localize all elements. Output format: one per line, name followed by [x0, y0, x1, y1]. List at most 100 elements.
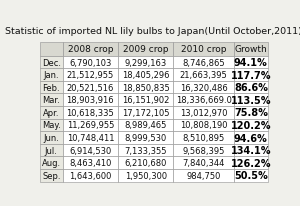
Text: 50.5%: 50.5%: [234, 171, 268, 180]
Bar: [63, 94, 118, 107]
Text: 1,643,600: 1,643,600: [69, 171, 112, 180]
Bar: [63, 157, 118, 169]
Bar: [118, 82, 173, 94]
Bar: [173, 144, 234, 157]
Bar: [173, 119, 234, 132]
Bar: [173, 132, 234, 144]
Text: 2008 crop: 2008 crop: [68, 45, 113, 54]
Text: Mar.: Mar.: [42, 96, 60, 105]
Text: 20,521,516: 20,521,516: [67, 83, 114, 92]
Text: Statistic of imported NL lily bulbs to Japan(Until October,2011): Statistic of imported NL lily bulbs to J…: [5, 27, 300, 36]
Bar: [118, 169, 173, 182]
Bar: [40, 169, 63, 182]
Text: Aug.: Aug.: [42, 158, 61, 167]
Text: 6,914,530: 6,914,530: [69, 146, 112, 155]
Bar: [234, 157, 268, 169]
Bar: [234, 56, 268, 69]
Bar: [118, 107, 173, 119]
Bar: [118, 157, 173, 169]
Bar: [234, 132, 268, 144]
Text: 8,746,865: 8,746,865: [182, 58, 225, 67]
Bar: [118, 132, 173, 144]
Text: 11,269,955: 11,269,955: [67, 121, 114, 130]
Text: 7,840,344: 7,840,344: [182, 158, 225, 167]
Bar: [173, 107, 234, 119]
Text: 94.1%: 94.1%: [234, 58, 268, 68]
Text: 18,850,835: 18,850,835: [122, 83, 170, 92]
Bar: [40, 82, 63, 94]
Text: 10,748,411: 10,748,411: [67, 133, 114, 142]
Text: 8,989,465: 8,989,465: [124, 121, 167, 130]
Bar: [63, 132, 118, 144]
Text: Growth: Growth: [234, 45, 267, 54]
Bar: [173, 56, 234, 69]
Bar: [63, 43, 118, 56]
Bar: [40, 144, 63, 157]
Text: 86.6%: 86.6%: [234, 83, 268, 93]
Text: 126.2%: 126.2%: [231, 158, 271, 168]
Bar: [40, 132, 63, 144]
Bar: [118, 69, 173, 82]
Text: 94.6%: 94.6%: [234, 133, 268, 143]
Text: 16,151,902: 16,151,902: [122, 96, 169, 105]
Text: 2009 crop: 2009 crop: [123, 45, 168, 54]
Bar: [40, 69, 63, 82]
Bar: [63, 82, 118, 94]
Text: Jul.: Jul.: [45, 146, 58, 155]
Text: 21,512,955: 21,512,955: [67, 71, 114, 80]
Bar: [173, 43, 234, 56]
Text: 18,336,669.0: 18,336,669.0: [176, 96, 232, 105]
Bar: [40, 107, 63, 119]
Text: 984,750: 984,750: [186, 171, 221, 180]
Text: 2010 crop: 2010 crop: [181, 45, 226, 54]
Text: Apr.: Apr.: [43, 108, 59, 117]
Text: 117.7%: 117.7%: [231, 70, 271, 80]
Text: May.: May.: [42, 121, 61, 130]
Text: 7,133,355: 7,133,355: [124, 146, 167, 155]
Bar: [234, 144, 268, 157]
Text: 6,210,680: 6,210,680: [124, 158, 167, 167]
Text: 18,405,296: 18,405,296: [122, 71, 170, 80]
Text: Sep.: Sep.: [42, 171, 61, 180]
Text: 8,510,895: 8,510,895: [182, 133, 225, 142]
Text: 8,463,410: 8,463,410: [69, 158, 112, 167]
Bar: [63, 169, 118, 182]
Bar: [40, 56, 63, 69]
Bar: [234, 107, 268, 119]
Bar: [173, 69, 234, 82]
Text: 18,903,916: 18,903,916: [67, 96, 114, 105]
Text: Jan.: Jan.: [44, 71, 59, 80]
Text: 9,299,163: 9,299,163: [124, 58, 167, 67]
Bar: [173, 169, 234, 182]
Bar: [234, 94, 268, 107]
Bar: [63, 69, 118, 82]
Text: 21,663,395: 21,663,395: [180, 71, 227, 80]
Text: 10,618,335: 10,618,335: [67, 108, 114, 117]
Text: 9,568,395: 9,568,395: [182, 146, 225, 155]
Text: Jun.: Jun.: [43, 133, 59, 142]
Bar: [63, 56, 118, 69]
Bar: [63, 107, 118, 119]
Bar: [234, 82, 268, 94]
Bar: [40, 94, 63, 107]
Text: 13,012,970: 13,012,970: [180, 108, 227, 117]
Text: 113.5%: 113.5%: [231, 95, 271, 105]
Bar: [40, 43, 63, 56]
Bar: [63, 144, 118, 157]
Bar: [63, 119, 118, 132]
Bar: [118, 43, 173, 56]
Bar: [118, 94, 173, 107]
Text: 16,320,486: 16,320,486: [180, 83, 227, 92]
Bar: [118, 56, 173, 69]
Text: 10,808,190: 10,808,190: [180, 121, 227, 130]
Bar: [173, 157, 234, 169]
Bar: [40, 119, 63, 132]
Bar: [40, 157, 63, 169]
Text: 8,999,530: 8,999,530: [124, 133, 167, 142]
Bar: [234, 69, 268, 82]
Bar: [173, 94, 234, 107]
Text: 75.8%: 75.8%: [234, 108, 268, 118]
Text: 1,950,300: 1,950,300: [124, 171, 167, 180]
Bar: [173, 82, 234, 94]
Text: 17,172,105: 17,172,105: [122, 108, 170, 117]
